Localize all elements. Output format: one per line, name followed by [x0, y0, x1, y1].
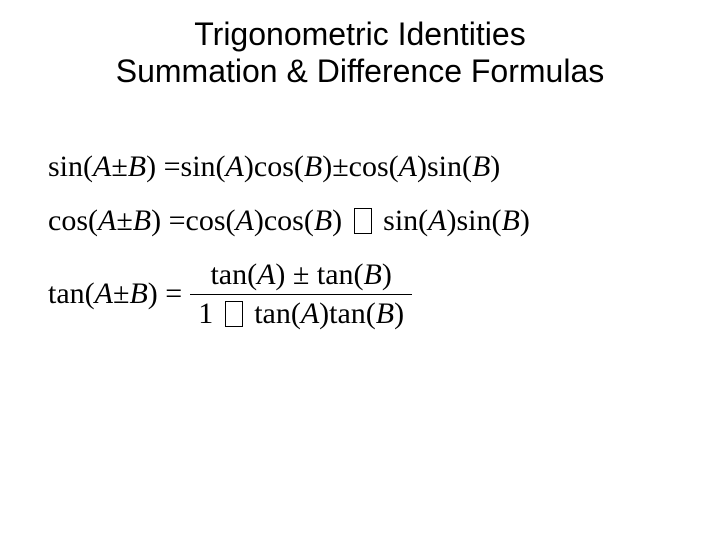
tan-den-1f: tan( [254, 297, 301, 330]
cos-r2-a: B [314, 204, 332, 238]
tan-den-2f: tan( [329, 297, 376, 330]
tan-den-1c: ) [319, 297, 329, 330]
tan-lhs-op: ± [113, 277, 129, 311]
formula-list: sin(A ± B) = sin(A)cos(B) ± cos(A)sin(B)… [0, 150, 720, 331]
tan-fraction: tan(A) ± tan(B) 1 tan(A)tan(B) [190, 258, 412, 331]
cos-r1-c: ) [254, 204, 264, 238]
title-line-2: Summation & Difference Formulas [0, 53, 720, 90]
slide: Trigonometric Identities Summation & Dif… [0, 0, 720, 540]
tan-lhs-func: tan( [48, 277, 95, 311]
cos-r4-a: B [501, 204, 519, 238]
cos-lhs-op: ± [116, 204, 132, 238]
cos-mid-op [342, 204, 383, 238]
cos-lhs-func: cos( [48, 204, 98, 238]
sin-r3-a: A [399, 150, 417, 184]
formula-sin: sin(A ± B) = sin(A)cos(B) ± cos(A)sin(B) [48, 150, 720, 184]
cos-r3-a: A [428, 204, 446, 238]
sin-lhs-func: sin( [48, 150, 93, 184]
sin-mid-op: ± [332, 150, 348, 184]
tan-lhs-close: ) = [148, 277, 182, 311]
title-block: Trigonometric Identities Summation & Dif… [0, 16, 720, 90]
cos-r4-f: sin( [456, 204, 501, 238]
cos-r3-c: ) [446, 204, 456, 238]
tan-den-1a: A [301, 297, 319, 330]
sin-lhs-close: ) = [146, 150, 180, 184]
cos-r4-c: ) [520, 204, 530, 238]
formula-cos: cos(A ± B) = cos(A)cos(B) sin(A)sin(B) [48, 204, 720, 238]
sin-r4-f: sin( [427, 150, 472, 184]
sin-r3-c: ) [417, 150, 427, 184]
sin-r1-c: ) [244, 150, 254, 184]
tan-den-lead: 1 [198, 297, 213, 330]
tan-num-2a: B [364, 258, 382, 291]
tan-num-op: ± [285, 258, 316, 291]
tan-num-2f: tan( [317, 258, 364, 291]
cos-lhs-B: B [133, 204, 151, 238]
tan-den-2c: ) [394, 297, 404, 330]
sin-r2-f: cos( [254, 150, 304, 184]
tan-num-1f: tan( [210, 258, 257, 291]
minus-plus-glyph-icon [354, 208, 372, 234]
tan-num-1a: A [257, 258, 275, 291]
sin-lhs-B: B [128, 150, 146, 184]
cos-r2-c: ) [332, 204, 342, 238]
sin-r2-c: ) [322, 150, 332, 184]
tan-lhs-A: A [95, 277, 113, 311]
sin-r2-a: B [304, 150, 322, 184]
cos-r1-a: A [236, 204, 254, 238]
title-line-1: Trigonometric Identities [0, 16, 720, 53]
cos-r2-f: cos( [264, 204, 314, 238]
sin-r4-a: B [472, 150, 490, 184]
cos-r1-f: cos( [186, 204, 236, 238]
cos-lhs-A: A [98, 204, 116, 238]
sin-lhs-op: ± [111, 150, 127, 184]
sin-r1-f: sin( [181, 150, 226, 184]
cos-lhs-close: ) = [151, 204, 185, 238]
tan-lhs-B: B [129, 277, 147, 311]
tan-den-2a: B [376, 297, 394, 330]
tan-num-1c: ) [275, 258, 285, 291]
sin-r3-f: cos( [349, 150, 399, 184]
sin-r1-a: A [226, 150, 244, 184]
tan-den-op [213, 297, 254, 330]
formula-tan: tan(A ± B) = tan(A) ± tan(B) 1 tan(A)tan… [48, 258, 720, 331]
cos-r3-f: sin( [383, 204, 428, 238]
sin-r4-c: ) [490, 150, 500, 184]
minus-plus-glyph-icon [225, 301, 243, 327]
tan-num-2c: ) [382, 258, 392, 291]
tan-denominator: 1 tan(A)tan(B) [190, 294, 412, 331]
tan-numerator: tan(A) ± tan(B) [202, 258, 399, 294]
sin-lhs-A: A [93, 150, 111, 184]
